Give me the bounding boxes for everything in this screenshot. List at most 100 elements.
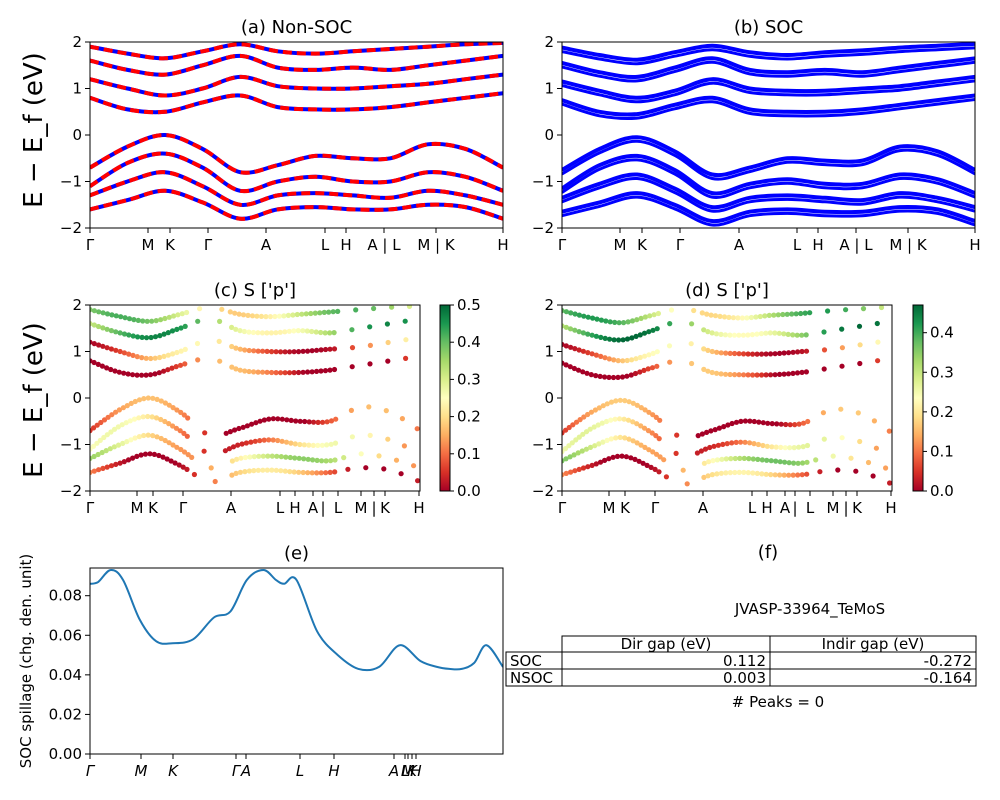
scatter-point <box>714 471 720 477</box>
scatter-point <box>139 334 145 340</box>
scatter-point <box>142 451 149 457</box>
scatter-point <box>776 330 782 336</box>
scatter-point <box>264 330 270 336</box>
scatter-point <box>311 419 317 425</box>
scatter-point <box>759 471 765 477</box>
scatter-point <box>349 345 356 351</box>
x-tick-label: Γ <box>232 762 242 780</box>
scatter-point <box>269 453 275 459</box>
scatter-point <box>131 416 138 422</box>
scatter-point <box>240 312 247 318</box>
scatter-point <box>236 425 242 432</box>
scatter-point <box>313 329 319 335</box>
scatter-point <box>165 330 171 336</box>
scatter-point <box>249 313 256 319</box>
scatter-point <box>178 348 184 354</box>
scatter-point <box>650 412 656 418</box>
scatter-point <box>237 346 243 352</box>
scatter-point <box>603 418 610 425</box>
band-line-red-dashed <box>90 188 503 221</box>
scatter-point <box>610 374 617 381</box>
scatter-point <box>323 458 329 464</box>
scatter-point <box>763 372 769 378</box>
scatter-point <box>625 319 631 325</box>
band-line <box>562 56 975 80</box>
scatter-point <box>567 364 573 370</box>
scatter-point <box>712 313 719 319</box>
scatter-point <box>136 415 142 421</box>
scatter-point <box>625 417 632 423</box>
scatter-point <box>306 419 312 425</box>
scatter-point <box>723 350 729 356</box>
scatter-point <box>620 337 626 343</box>
band-line-split <box>562 79 975 104</box>
colorbar-tick-label: 0.5 <box>457 296 481 314</box>
scatter-point <box>708 428 714 434</box>
scatter-point <box>626 436 632 442</box>
scatter-point <box>606 456 612 462</box>
scatter-point <box>588 372 594 378</box>
scatter-point <box>585 314 591 320</box>
scatter-point <box>270 437 276 443</box>
peaks-label: # Peaks = 0 <box>732 693 824 711</box>
scatter-point <box>244 423 250 429</box>
scatter-point <box>294 311 300 318</box>
x-tick-label: H <box>340 236 351 254</box>
scatter-point <box>299 311 305 317</box>
scatter-point <box>237 367 243 373</box>
table-cell-value: -0.164 <box>924 669 972 687</box>
scatter-point <box>572 327 578 333</box>
scatter-point <box>305 470 311 476</box>
scatter-point <box>283 454 289 460</box>
band-line-red-dashed <box>90 151 503 194</box>
scatter-point <box>733 419 740 425</box>
scatter-point <box>791 445 797 451</box>
colorbar-tick-label: 0.4 <box>930 324 954 342</box>
scatter-point <box>126 332 132 338</box>
scatter-point <box>701 474 707 480</box>
scatter-point <box>233 326 239 332</box>
scatter-point <box>403 337 409 343</box>
scatter-point <box>277 329 283 335</box>
scatter-point <box>630 419 636 425</box>
scatter-point <box>636 458 642 464</box>
scatter-point <box>145 432 151 438</box>
scatter-point <box>96 467 102 473</box>
y-tick-label: 0 <box>72 126 82 144</box>
table-cell <box>769 668 977 687</box>
scatter-point <box>132 398 138 405</box>
scatter-point <box>255 369 261 375</box>
scatter-point <box>385 358 391 364</box>
scatter-point <box>802 310 808 316</box>
scatter-point <box>730 315 737 321</box>
y-tick-label: 0.02 <box>49 705 82 723</box>
scatter-point <box>740 332 747 338</box>
scatter-point <box>112 368 118 374</box>
scatter-point <box>259 330 265 336</box>
scatter-point <box>245 312 251 318</box>
scatter-point <box>709 330 715 336</box>
scatter-point <box>143 355 149 361</box>
band-line-red-dashed <box>90 170 503 207</box>
scatter-point <box>278 468 284 474</box>
scatter-point <box>323 470 329 476</box>
scatter-point <box>128 437 134 443</box>
scatter-point <box>118 314 124 320</box>
scatter-point <box>234 456 240 462</box>
scatter-point <box>756 419 762 425</box>
scatter-point <box>305 369 311 375</box>
scatter-point <box>151 451 157 457</box>
scatter-point <box>358 451 364 457</box>
scatter-point <box>341 455 347 461</box>
scatter-point <box>613 398 619 404</box>
scatter-point <box>264 348 270 354</box>
panel-title: (e) <box>284 543 309 564</box>
scatter-point <box>136 397 143 403</box>
scatter-point <box>227 429 233 435</box>
band-line <box>562 93 975 117</box>
scatter-point <box>581 313 587 319</box>
x-tick-label: M <box>603 499 616 517</box>
scatter-point <box>701 460 708 466</box>
scatter-point <box>222 448 228 454</box>
scatter-point <box>130 333 136 339</box>
